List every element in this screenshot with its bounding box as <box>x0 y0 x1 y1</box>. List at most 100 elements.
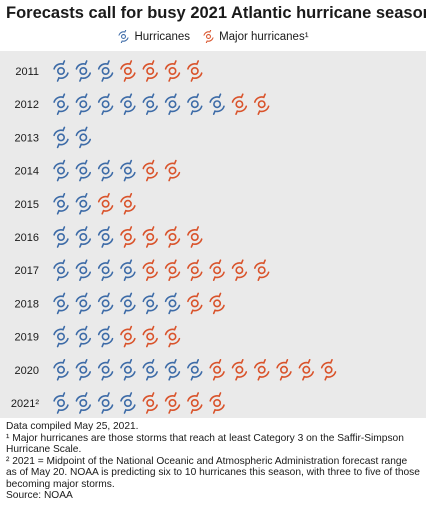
major-hurricane-icon <box>164 159 181 182</box>
hurricane-icon <box>97 60 114 82</box>
hurricane-icon <box>53 392 69 414</box>
pictogram-chart: 2011 2012 2013 2014 2015 2016 2017 2018 2019 2020… <box>11 60 337 414</box>
hurricane-icon <box>75 126 92 149</box>
hurricane-icon <box>164 358 181 381</box>
hurricane-icon <box>120 292 136 315</box>
hurricane-icon <box>187 93 203 116</box>
hurricane-icon <box>118 30 129 43</box>
hurricane-icon <box>97 358 114 381</box>
major-hurricane-icon <box>187 392 203 414</box>
major-hurricane-icon <box>254 259 270 281</box>
major-hurricane-icon <box>164 325 181 348</box>
row-label-2: 2013 <box>15 132 39 144</box>
row-label-5: 2016 <box>15 232 39 244</box>
major-hurricane-icon <box>203 30 214 43</box>
major-hurricane-icon <box>298 358 314 381</box>
row-label-10: 2021² <box>11 398 39 410</box>
major-hurricane-icon <box>231 93 248 116</box>
hurricane-icon <box>142 93 158 116</box>
hurricane-icon <box>75 292 92 315</box>
hurricane-icon <box>75 60 92 82</box>
major-hurricane-icon <box>142 226 158 248</box>
row-label-0: 2011 <box>15 66 39 78</box>
row-label-7: 2018 <box>15 298 39 310</box>
hurricane-icon <box>97 93 114 116</box>
footnote-2021: ² 2021 = Midpoint of the National Oceani… <box>6 455 420 490</box>
major-hurricane-icon <box>142 392 158 414</box>
major-hurricane-icon <box>142 60 158 82</box>
major-hurricane-icon <box>276 358 292 381</box>
legend-item-major-hurricanes: Major hurricanes¹ <box>202 30 309 43</box>
hurricane-icon <box>53 358 69 381</box>
hurricane-icon <box>53 193 69 215</box>
row-label-8: 2019 <box>15 332 39 344</box>
hurricane-icon <box>97 325 114 348</box>
row-label-9: 2020 <box>15 365 39 377</box>
hurricane-icon <box>75 392 92 414</box>
legend-label-major-hurricanes: Major hurricanes¹ <box>219 30 309 43</box>
major-hurricane-icon <box>97 193 114 215</box>
chart-panel: 2011 2012 2013 2014 2015 2016 2017 2018 2019 2020… <box>0 51 426 418</box>
hurricane-icon <box>97 226 114 248</box>
hurricane-icon <box>120 392 136 414</box>
major-hurricane-icon <box>187 292 203 315</box>
legend: Hurricanes Major hurricanes¹ <box>0 30 426 43</box>
hurricane-icon <box>97 159 114 182</box>
hurricane-icon <box>53 159 69 182</box>
major-hurricane-icon <box>164 60 181 82</box>
major-hurricane-icon <box>231 358 248 381</box>
hurricane-icon <box>97 259 114 281</box>
row-label-6: 2017 <box>15 265 39 277</box>
legend-label-hurricanes: Hurricanes <box>134 30 191 43</box>
major-hurricane-icon <box>120 325 136 348</box>
major-hurricane-icon <box>320 358 337 381</box>
chart-title: Forecasts call for busy 2021 Atlantic hu… <box>6 4 426 22</box>
major-hurricane-icon <box>254 93 270 116</box>
hurricane-icon <box>120 259 136 281</box>
hurricane-icon <box>209 93 225 116</box>
hurricane-icon <box>97 292 114 315</box>
major-hurricane-icon <box>209 292 225 315</box>
hurricane-icon <box>142 292 158 315</box>
major-hurricane-icon <box>142 159 158 182</box>
major-hurricane-icon <box>120 226 136 248</box>
hurricane-icon <box>75 226 92 248</box>
major-hurricane-icon <box>209 358 225 381</box>
hurricane-icon <box>120 159 136 182</box>
row-label-4: 2015 <box>15 199 39 211</box>
hurricane-icon <box>75 193 92 215</box>
hurricane-icon <box>75 93 92 116</box>
hurricane-icon <box>120 358 136 381</box>
hurricane-icon <box>53 126 69 149</box>
major-hurricane-icon <box>142 259 158 281</box>
hurricane-icon <box>75 259 92 281</box>
footnote-major-hurricanes: ¹ Major hurricanes are those storms that… <box>6 432 404 456</box>
major-hurricane-icon <box>164 226 181 248</box>
footnote-data-compiled: Data compiled May 25, 2021. <box>6 421 139 432</box>
footnotes: Data compiled May 25, 2021. ¹ Major hurr… <box>6 421 420 502</box>
footnote-source: Source: NOAA <box>6 490 73 501</box>
hurricane-icon <box>187 358 203 381</box>
hurricane-icon <box>53 325 69 348</box>
major-hurricane-icon <box>187 259 203 281</box>
hurricane-icon <box>164 292 181 315</box>
major-hurricane-icon <box>187 226 203 248</box>
hurricane-icon <box>142 358 158 381</box>
hurricane-icon <box>53 292 69 315</box>
hurricane-icon <box>164 93 181 116</box>
major-hurricane-icon <box>254 358 270 381</box>
major-hurricane-icon <box>187 60 203 82</box>
major-hurricane-icon <box>120 193 136 215</box>
major-hurricane-icon <box>120 60 136 82</box>
major-hurricane-icon <box>164 259 181 281</box>
row-label-3: 2014 <box>15 166 39 178</box>
hurricane-icon <box>75 159 92 182</box>
legend-item-hurricanes: Hurricanes <box>117 30 190 43</box>
major-hurricane-icon <box>231 259 248 281</box>
major-hurricane-icon <box>209 259 225 281</box>
hurricane-icon <box>97 392 114 414</box>
hurricane-icon <box>53 259 69 281</box>
hurricane-icon <box>53 226 69 248</box>
major-hurricane-icon <box>209 392 225 414</box>
hurricane-icon <box>53 60 69 82</box>
